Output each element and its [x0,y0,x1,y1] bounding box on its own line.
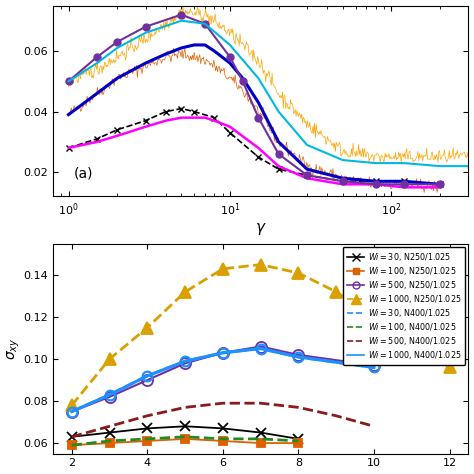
X-axis label: $\gamma$: $\gamma$ [255,221,266,237]
Legend: $Wi=$30, N250/1.025, $Wi=$100, N250/1.025, $Wi=$500, N250/1.025, $Wi=$1000, N250: $Wi=$30, N250/1.025, $Wi=$100, N250/1.02… [343,247,465,365]
Y-axis label: $\sigma_{xy}$: $\sigma_{xy}$ [6,337,22,360]
Text: (a): (a) [73,166,93,180]
